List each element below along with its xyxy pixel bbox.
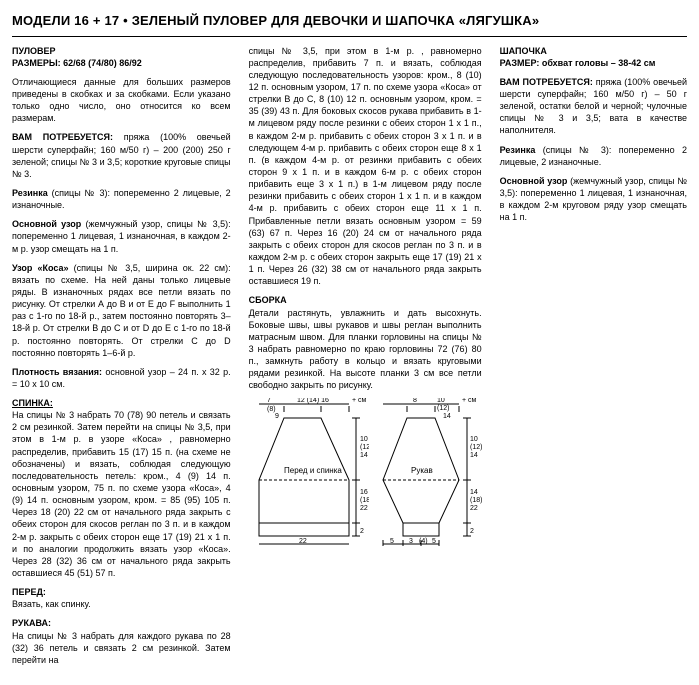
diagram-sleeve: 8 10 (12) 14 + см Рукав 10 (12) 14 14 (1… bbox=[377, 398, 482, 548]
svg-text:9: 9 bbox=[275, 413, 279, 420]
hat-heading: ШАПОЧКА bbox=[500, 45, 687, 57]
svg-text:Перед и спинка: Перед и спинка bbox=[284, 466, 342, 475]
sizes-heading: РАЗМЕРЫ: 62/68 (74/80) 86/92 bbox=[12, 57, 231, 69]
hat-size: РАЗМЕР: обхват головы – 38-42 см bbox=[500, 57, 687, 69]
assembly-heading: СБОРКА bbox=[249, 294, 482, 306]
sleeves-heading: РУКАВА: bbox=[12, 617, 231, 629]
svg-text:22: 22 bbox=[470, 505, 478, 512]
svg-text:7: 7 bbox=[267, 398, 271, 404]
svg-text:14: 14 bbox=[360, 452, 368, 459]
column-3: ШАПОЧКА РАЗМЕР: обхват головы – 38-42 см… bbox=[500, 45, 687, 673]
rib: Резинка (спицы № 3): попеременно 2 лицев… bbox=[12, 187, 231, 211]
front-heading: ПЕРЕД: bbox=[12, 586, 231, 598]
svg-text:(4): (4) bbox=[419, 538, 428, 545]
svg-text:22: 22 bbox=[360, 505, 368, 512]
assembly-body: Детали растянуть, увлажнить и дать высох… bbox=[249, 307, 482, 392]
svg-text:(12): (12) bbox=[360, 444, 369, 451]
hat-materials: ВАМ ПОТРЕБУЕТСЯ: пряжа (100% овечьей шер… bbox=[500, 76, 687, 137]
sleeves-body: На спицы № 3 набрать для каждого рукава … bbox=[12, 630, 231, 666]
hat-rib-label: Резинка bbox=[500, 145, 536, 155]
svg-text:8: 8 bbox=[413, 398, 417, 404]
sleeves-cont: спицы № 3,5, при этом в 1-м р. , равноме… bbox=[249, 45, 482, 288]
svg-text:5: 5 bbox=[390, 538, 394, 545]
svg-text:14: 14 bbox=[470, 452, 478, 459]
column-layout: ПУЛОВЕР РАЗМЕРЫ: 62/68 (74/80) 86/92 Отл… bbox=[12, 45, 687, 673]
sizes-note: Отличающиеся данные для больших размеров… bbox=[12, 76, 231, 125]
column-1: ПУЛОВЕР РАЗМЕРЫ: 62/68 (74/80) 86/92 Отл… bbox=[12, 45, 231, 673]
svg-text:(12): (12) bbox=[437, 405, 449, 412]
svg-text:Рукав: Рукав bbox=[411, 466, 433, 475]
svg-text:3: 3 bbox=[409, 538, 413, 545]
svg-text:+ см: + см bbox=[352, 398, 367, 404]
svg-text:14: 14 bbox=[443, 413, 451, 420]
diagrams: 7 (8) 9 12 (14) 16 + см Перед и спинка 1… bbox=[249, 398, 482, 548]
column-2: спицы № 3,5, при этом в 1-м р. , равноме… bbox=[249, 45, 482, 673]
svg-text:22: 22 bbox=[299, 538, 307, 545]
svg-text:5: 5 bbox=[432, 538, 436, 545]
cable-pattern: Узор «Коса» (спицы № 3,5, ширина ок. 22 … bbox=[12, 262, 231, 359]
rib-label: Резинка bbox=[12, 188, 48, 198]
hat-main-pattern: Основной узор (жемчужный узор, спицы № 3… bbox=[500, 175, 687, 224]
main-pattern: Основной узор (жемчужный узор, спицы № 3… bbox=[12, 218, 231, 254]
svg-text:2: 2 bbox=[360, 528, 364, 535]
svg-text:(18): (18) bbox=[470, 497, 482, 504]
back-heading: СПИНКА: bbox=[12, 397, 231, 409]
back-body: На спицы № 3 набрать 70 (78) 90 петель и… bbox=[12, 409, 231, 579]
cable-text: (спицы № 3,5, ширина ок. 22 см): вязать … bbox=[12, 263, 231, 358]
pullover-heading: ПУЛОВЕР bbox=[12, 45, 231, 57]
diagram-front-back: 7 (8) 9 12 (14) 16 + см Перед и спинка 1… bbox=[249, 398, 369, 548]
svg-text:(8): (8) bbox=[267, 406, 276, 413]
svg-text:16: 16 bbox=[360, 489, 368, 496]
title-rule bbox=[12, 36, 687, 37]
density: Плотность вязания: основной узор – 24 п.… bbox=[12, 366, 231, 390]
svg-text:+ см: + см bbox=[462, 398, 477, 404]
materials: ВАМ ПОТРЕБУЕТСЯ: пряжа (100% овечьей шер… bbox=[12, 131, 231, 180]
density-label: Плотность вязания: bbox=[12, 367, 102, 377]
svg-text:12 (14) 16: 12 (14) 16 bbox=[297, 398, 329, 404]
hat-main-label: Основной узор bbox=[500, 176, 568, 186]
svg-text:10: 10 bbox=[360, 436, 368, 443]
hat-rib: Резинка (спицы № 3): попеременно 2 лицев… bbox=[500, 144, 687, 168]
front-body: Вязать, как спинку. bbox=[12, 598, 231, 610]
main-pattern-label: Основной узор bbox=[12, 219, 81, 229]
svg-text:(12): (12) bbox=[470, 444, 482, 451]
svg-text:14: 14 bbox=[470, 489, 478, 496]
cable-label: Узор «Коса» bbox=[12, 263, 69, 273]
hat-materials-label: ВАМ ПОТРЕБУЕТСЯ: bbox=[500, 77, 593, 87]
svg-text:(18): (18) bbox=[360, 497, 369, 504]
svg-text:10: 10 bbox=[470, 436, 478, 443]
materials-label: ВАМ ПОТРЕБУЕТСЯ: bbox=[12, 132, 113, 142]
page-title: МОДЕЛИ 16 + 17 • ЗЕЛЕНЫЙ ПУЛОВЕР ДЛЯ ДЕВ… bbox=[12, 12, 687, 30]
svg-text:10: 10 bbox=[437, 398, 445, 404]
svg-text:2: 2 bbox=[470, 528, 474, 535]
